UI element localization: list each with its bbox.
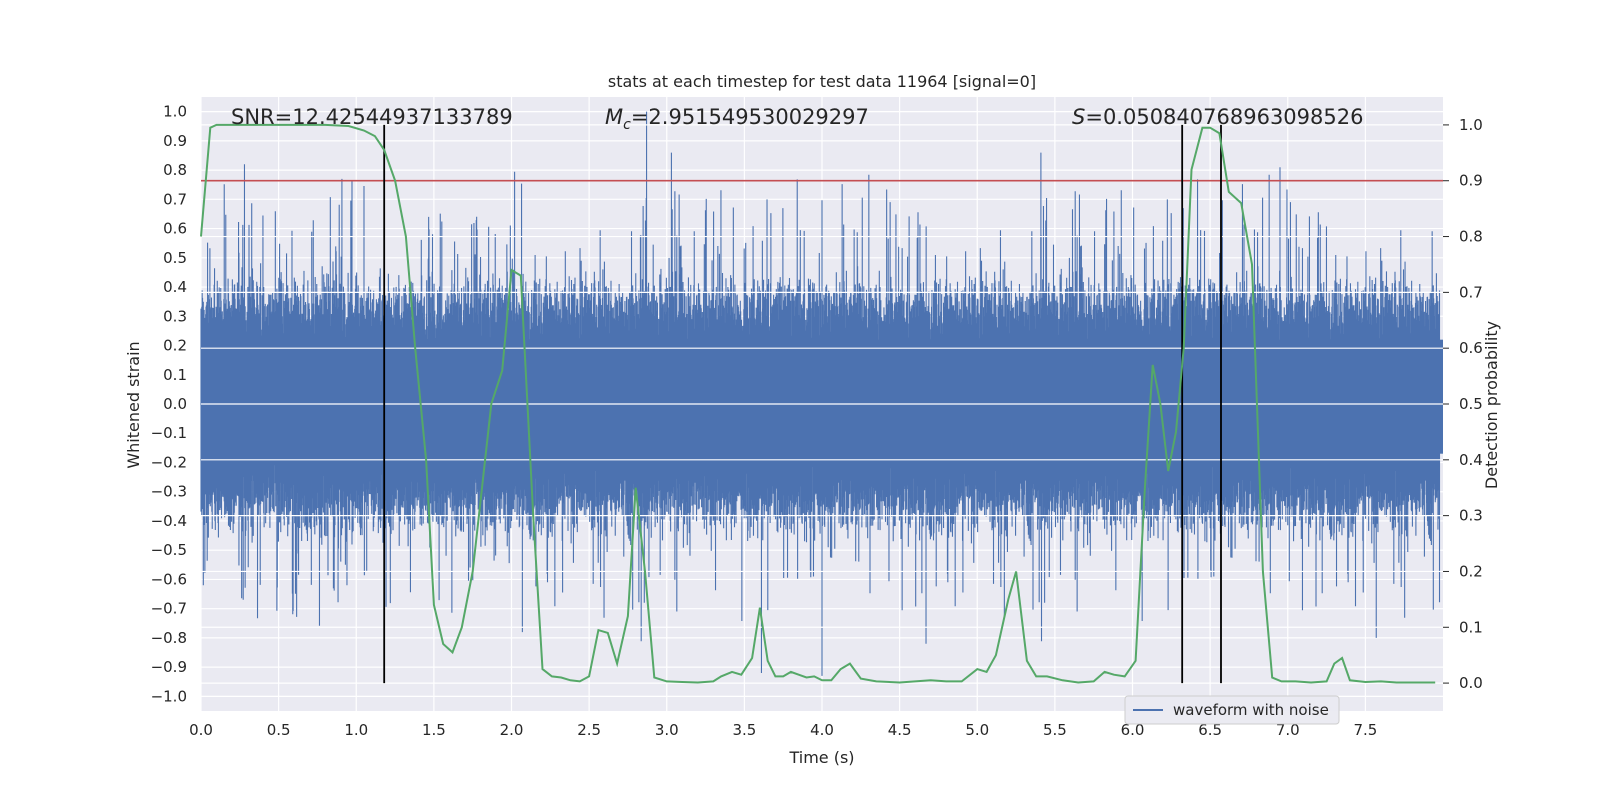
y-tick-label: −0.2 [151, 453, 187, 471]
chirp-mass-annotation: Mc=2.951549530029297 [605, 105, 869, 133]
x-tick-label: 0.0 [189, 721, 213, 739]
y-tick-label: 1.0 [163, 103, 187, 121]
y-axis-label: Whitened strain [124, 341, 143, 468]
y-tick-label: −0.4 [151, 512, 187, 530]
legend-label: waveform with noise [1173, 701, 1329, 719]
chart-title: stats at each timestep for test data 119… [608, 72, 1036, 91]
x-tick-label: 3.5 [732, 721, 756, 739]
x-tick-label: 1.0 [344, 721, 368, 739]
y-tick-label: 0.7 [163, 190, 187, 208]
y2-axis-label: Detection probability [1482, 321, 1501, 489]
y2-tick-label: 0.7 [1459, 283, 1483, 301]
y-tick-label: −0.9 [151, 658, 187, 676]
x-tick-label: 5.0 [965, 721, 989, 739]
y-tick-label: 0.8 [163, 161, 187, 179]
overlays [200, 123, 1443, 684]
y2-tick-label: 0.0 [1459, 674, 1483, 692]
probability-line [200, 123, 1436, 684]
y-tick-label: 0.5 [163, 249, 187, 267]
y2-tick-label: 0.4 [1459, 451, 1483, 469]
x-tick-label: 6.0 [1121, 721, 1145, 739]
y2-tick-label: 0.6 [1459, 339, 1483, 357]
s-value: =0.050840768963098526 [1085, 105, 1363, 129]
x-tick-label: 7.5 [1353, 721, 1377, 739]
legend: waveform with noise [1124, 695, 1340, 725]
x-axis-label: Time (s) [788, 748, 854, 767]
y-tick-label: −0.3 [151, 483, 187, 501]
x-tick-label: 6.5 [1198, 721, 1222, 739]
x-tick-label: 2.5 [577, 721, 601, 739]
y-tick-label: −1.0 [151, 687, 187, 705]
x-tick-label: 5.5 [1043, 721, 1067, 739]
snr-annotation: SNR=12.42544937133789 [231, 105, 513, 129]
y-tick-label: 0.3 [163, 307, 187, 325]
waveform-core [201, 339, 1443, 454]
waveform-series [200, 111, 1443, 676]
s-annotation: S=0.050840768963098526 [1072, 105, 1363, 129]
legend-box [1124, 695, 1340, 725]
x-tick-label: 4.0 [810, 721, 834, 739]
y2-tick-label: 0.8 [1459, 228, 1483, 246]
y-tick-label: −0.1 [151, 424, 187, 442]
y2-tick-label: 1.0 [1459, 116, 1483, 134]
y-tick-label: −0.8 [151, 629, 187, 647]
y2-tick-label: 0.3 [1459, 507, 1483, 525]
axis-ticks: 0.0 0.5 1.0 1.5 2.0 2.5 3.0 3.5 4.0 4.5 5.0 5.5 6.0 6… [151, 103, 1483, 739]
x-tick-label: 3.0 [655, 721, 679, 739]
x-tick-label: 4.5 [888, 721, 912, 739]
y-tick-label: 0.2 [163, 337, 187, 355]
x-tick-label: 0.5 [267, 721, 291, 739]
y-tick-label: −0.7 [151, 600, 187, 618]
y2-tick-label: 0.5 [1459, 395, 1483, 413]
x-tick-label: 2.0 [500, 721, 524, 739]
y-tick-label: 0.6 [163, 220, 187, 238]
y-tick-label: 0.0 [163, 395, 187, 413]
y-tick-label: −0.6 [151, 570, 187, 588]
x-tick-label: 7.0 [1276, 721, 1300, 739]
y-tick-label: 0.9 [163, 132, 187, 150]
x-tick-label: 1.5 [422, 721, 446, 739]
y2-tick-label: 0.1 [1459, 618, 1483, 636]
y-tick-label: −0.5 [151, 541, 187, 559]
y2-tick-label: 0.9 [1459, 172, 1483, 190]
y2-tick-label: 0.2 [1459, 562, 1483, 580]
y-tick-label: 0.4 [163, 278, 187, 296]
chirp-mass-value: =2.951549530029297 [631, 105, 869, 129]
y-tick-label: 0.1 [163, 366, 187, 384]
